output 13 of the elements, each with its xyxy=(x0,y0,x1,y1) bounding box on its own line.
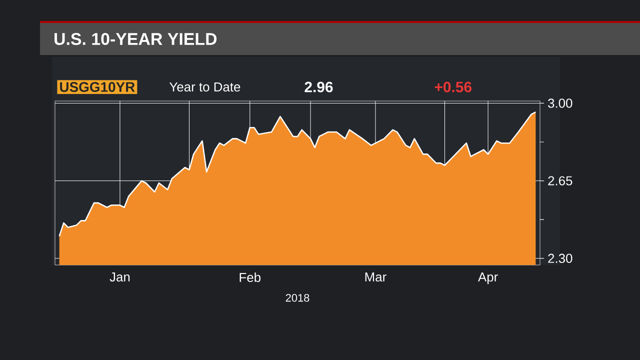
x-tick-label: Feb xyxy=(240,272,260,282)
chart-title: U.S. 10-YEAR YIELD xyxy=(54,33,217,45)
y-tick-label: 2.30 xyxy=(548,254,572,263)
text: 2.96 xyxy=(304,82,333,92)
text: +0.56 xyxy=(434,82,472,92)
x-tick-label: Apr xyxy=(478,272,498,284)
text: USGG10YR xyxy=(60,82,135,92)
y-tick-label: 2.65 xyxy=(548,176,572,186)
text: Year to Date xyxy=(169,82,240,92)
x-tick-label: Jan xyxy=(110,272,130,282)
x-axis-title: 2018 xyxy=(286,294,310,302)
x-tick-label: Mar xyxy=(365,272,386,282)
y-tick-label: 3.00 xyxy=(548,98,572,108)
